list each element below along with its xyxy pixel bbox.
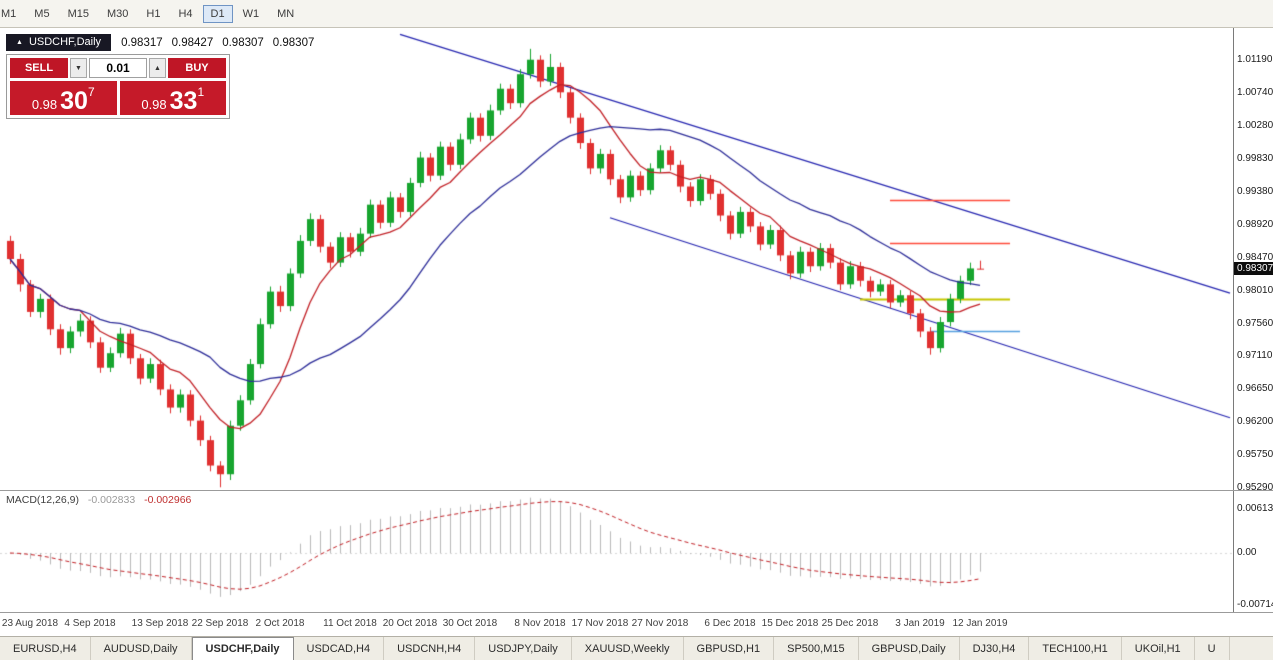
macd-label: MACD(12,26,9) — [6, 494, 79, 506]
date-label: 4 Sep 2018 — [64, 618, 116, 629]
date-label: 27 Nov 2018 — [631, 618, 689, 629]
chart-tab-bar: EURUSD,H4 AUDUSD,Daily USDCHF,Daily USDCAD,… — [0, 636, 1273, 660]
date-label: 15 Dec 2018 — [761, 618, 819, 629]
price-label: 0.96200 — [1237, 416, 1273, 428]
sell-price-pip-digit: 7 — [87, 85, 95, 99]
date-label: 6 Dec 2018 — [704, 618, 756, 629]
price-label: 1.01190 — [1237, 54, 1273, 66]
chart-tab-tech100-h1[interactable]: TECH100,H1 — [1029, 637, 1122, 660]
buy-price-prefix: 0.98 — [141, 96, 167, 112]
price-label: 0.98010 — [1237, 284, 1273, 296]
price-label: 1.00280 — [1237, 120, 1273, 132]
price-label: 0.96650 — [1237, 383, 1273, 395]
chart-tab-audusd-daily[interactable]: AUDUSD,Daily — [91, 637, 192, 660]
ohlc-values: 0.98317 0.98427 0.98307 0.98307 — [121, 37, 323, 49]
timeframe-button-d1[interactable]: D1 — [202, 4, 233, 23]
buy-price-big-digits: 33 — [169, 86, 198, 115]
price-label: 0.97110 — [1237, 350, 1273, 362]
macd-scale-label: 0.006137 — [1237, 502, 1273, 514]
sell-price-big-digits: 30 — [60, 86, 88, 115]
timeframe-button-m15[interactable]: M15 — [67, 7, 89, 20]
sell-price-box[interactable]: 0.98 30 7 — [10, 81, 117, 115]
volume-dropdown-button[interactable]: ▼ — [70, 58, 87, 78]
chart-tab-gbpusd-daily[interactable]: GBPUSD,Daily — [859, 637, 960, 660]
chart-tab-dj30-h4[interactable]: DJ30,H4 — [960, 637, 1030, 660]
date-label: 12 Jan 2019 — [952, 618, 1008, 629]
close-value: 0.98307 — [272, 36, 315, 49]
price-label: 0.95290 — [1237, 482, 1273, 493]
date-label: 13 Sep 2018 — [131, 618, 189, 629]
date-label: 25 Dec 2018 — [821, 618, 879, 629]
timeframe-toolbar: M1 M5 M15 M30 H1 H4 D1 W1 MN — [0, 0, 1273, 28]
price-axis[interactable]: 0.98307 1.01190 1.00740 1.00280 0.99830 0.99… — [1233, 0, 1273, 612]
low-value: 0.98307 — [222, 36, 264, 49]
macd-signal-value: -0.002966 — [144, 494, 192, 506]
date-axis[interactable]: 23 Aug 2018 4 Sep 2018 13 Sep 2018 22 Sep 2… — [0, 612, 1273, 636]
date-label: 17 Nov 2018 — [571, 618, 629, 629]
chart-header: ▲ USDCHF,Daily 0.98317 0.98427 0.98307 0.98… — [6, 34, 323, 51]
sell-button[interactable]: SELL — [10, 58, 68, 78]
chart-tab-ukoil-h1[interactable]: UKOil,H1 — [1122, 637, 1195, 660]
date-label: 3 Jan 2019 — [895, 618, 945, 629]
macd-main-value: -0.002833 — [87, 494, 136, 506]
buy-price-box[interactable]: 0.98 33 1 — [119, 81, 226, 115]
chart-tab-gbpusd-h1[interactable]: GBPUSD,H1 — [684, 637, 775, 660]
macd-header: MACD(12,26,9) -0.002833 -0.002966 — [6, 494, 191, 506]
buy-button[interactable]: BUY — [168, 58, 226, 78]
one-click-trading-panel: SELL ▼ ▲ BUY 0.98 30 7 0.98 33 1 — [6, 54, 230, 119]
macd-scale-label: 0.00 — [1237, 547, 1257, 558]
date-label: 22 Sep 2018 — [191, 618, 249, 629]
timeframe-button-h1[interactable]: H1 — [146, 7, 161, 20]
chart-tab-xauusd-weekly[interactable]: XAUUSD,Weekly — [572, 637, 684, 660]
timeframe-button-mn[interactable]: MN — [277, 7, 295, 20]
price-label: 1.00740 — [1237, 87, 1273, 99]
timeframe-button-m5[interactable]: M5 — [34, 7, 50, 20]
symbol-label: USDCHF,Daily — [28, 36, 102, 48]
buy-price-pip-digit: 1 — [197, 85, 205, 99]
panel-divider[interactable] — [0, 490, 1273, 491]
volume-increase-button[interactable]: ▲ — [149, 58, 166, 78]
price-label: 0.95750 — [1237, 448, 1273, 460]
timeframe-button-m30[interactable]: M30 — [106, 7, 129, 20]
chart-tab-sp500-m15[interactable]: SP500,M15 — [774, 637, 859, 660]
timeframe-button-m1[interactable]: M1 — [1, 7, 17, 20]
chevron-up-icon: ▲ — [154, 64, 161, 72]
sell-price-prefix: 0.98 — [31, 96, 58, 112]
volume-input[interactable] — [89, 58, 147, 78]
date-label: 23 Aug 2018 — [1, 618, 59, 629]
price-label: 0.98920 — [1237, 218, 1273, 230]
chart-tab-eurusd-h4[interactable]: EURUSD,H4 — [0, 637, 91, 660]
price-label: 0.98470 — [1237, 251, 1273, 263]
high-value: 0.98427 — [171, 36, 214, 49]
chart-tab-usdjpy-daily[interactable]: USDJPY,Daily — [475, 637, 572, 660]
expand-arrow-icon: ▲ — [16, 38, 23, 46]
date-label: 20 Oct 2018 — [382, 618, 438, 629]
macd-scale-label: -0.007142 — [1237, 598, 1273, 610]
chart-tab-u[interactable]: U — [1195, 637, 1230, 660]
chevron-down-icon: ▼ — [75, 64, 82, 72]
current-price-tag: 0.98307 — [1234, 262, 1273, 276]
symbol-tab[interactable]: ▲ USDCHF,Daily — [6, 34, 112, 51]
price-label: 0.99830 — [1237, 152, 1273, 164]
date-label: 30 Oct 2018 — [442, 618, 498, 629]
date-label: 2 Oct 2018 — [255, 618, 305, 629]
price-label: 0.99380 — [1237, 185, 1273, 197]
chart-tab-usdcad-h4[interactable]: USDCAD,H4 — [294, 637, 385, 660]
open-value: 0.98317 — [121, 36, 163, 49]
price-label: 0.97560 — [1237, 317, 1273, 329]
timeframe-button-h4[interactable]: H4 — [178, 7, 193, 20]
date-label: 11 Oct 2018 — [323, 618, 377, 629]
date-label: 8 Nov 2018 — [514, 618, 566, 629]
timeframe-button-w1[interactable]: W1 — [242, 7, 260, 20]
chart-tab-usdchf-daily[interactable]: USDCHF,Daily — [191, 637, 294, 660]
chart-tab-usdcnh-h4[interactable]: USDCNH,H4 — [384, 637, 476, 660]
